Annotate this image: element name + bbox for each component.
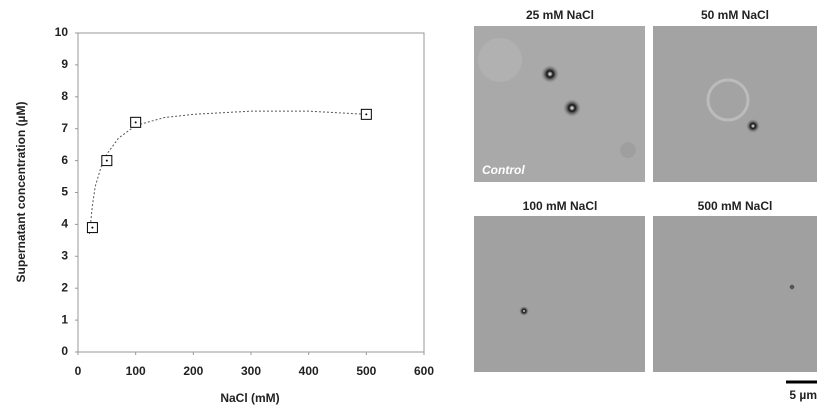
y-tick-label: 8 <box>61 89 68 103</box>
y-tick-label: 10 <box>55 25 69 39</box>
particle <box>563 99 581 117</box>
x-tick-label: 200 <box>183 364 203 378</box>
particle <box>478 38 522 82</box>
y-tick-label: 1 <box>61 312 68 326</box>
micrograph <box>653 216 817 372</box>
data-point-center <box>135 121 137 123</box>
control-label: Control <box>482 163 525 177</box>
panel-title: 50 mM NaCl <box>701 8 769 22</box>
y-tick-label: 4 <box>61 217 68 231</box>
figure: NaCl (mM) Supernatant concentration (µM)… <box>0 0 817 413</box>
panel-title: 100 mM NaCl <box>523 199 598 213</box>
data-point-center <box>365 113 367 115</box>
y-tick-label: 9 <box>61 57 68 71</box>
y-axis-label: Supernatant concentration (µM) <box>14 102 28 283</box>
y-tick-label: 6 <box>61 153 68 167</box>
particle <box>519 306 529 316</box>
x-tick-label: 300 <box>241 364 261 378</box>
particle <box>789 284 795 290</box>
plot-frame <box>78 33 424 352</box>
x-tick-label: 500 <box>356 364 376 378</box>
micrograph <box>653 26 817 182</box>
y-tick-label: 7 <box>61 121 68 135</box>
particle <box>620 142 636 158</box>
panel-title: 25 mM NaCl <box>526 8 594 22</box>
data-point-center <box>106 160 108 162</box>
y-tick-label: 0 <box>61 344 68 358</box>
data-point-center <box>91 227 93 229</box>
x-tick-label: 0 <box>75 364 82 378</box>
y-tick-label: 5 <box>61 185 68 199</box>
micrographs: Control 25 mM NaCl 50 mM NaCl 100 mM NaC… <box>474 8 817 402</box>
y-tick-label: 2 <box>61 280 68 294</box>
panel-title: 500 mM NaCl <box>698 199 773 213</box>
x-tick-label: 400 <box>299 364 319 378</box>
x-tick-label: 600 <box>414 364 434 378</box>
fit-curve <box>90 111 367 234</box>
x-axis-label: NaCl (mM) <box>220 391 279 405</box>
micrograph <box>474 216 645 372</box>
y-tick-label: 3 <box>61 248 68 262</box>
particle <box>541 65 559 83</box>
scale-bar-label: 5 µm <box>789 388 817 402</box>
particle <box>746 119 760 133</box>
x-tick-label: 100 <box>126 364 146 378</box>
